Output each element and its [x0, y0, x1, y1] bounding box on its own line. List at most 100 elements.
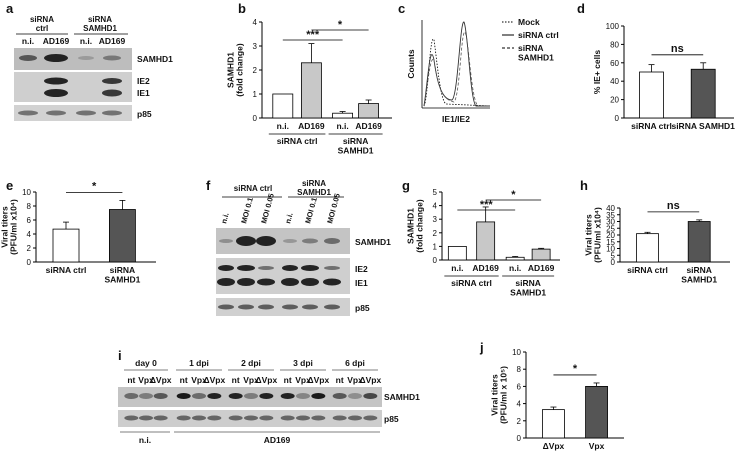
- y-tick-label: 6: [27, 216, 32, 225]
- panel-label-h: h: [580, 178, 588, 193]
- bar-0: [447, 245, 467, 261]
- timepoint-label: 1 dpi: [189, 358, 209, 368]
- bar-0: [636, 233, 659, 263]
- x-tick-label: n.i.: [451, 263, 463, 273]
- group-label: siRNA SAMHD1: [297, 179, 331, 197]
- significance-label: *: [511, 189, 516, 201]
- blot-ie: [216, 258, 350, 294]
- blot-band: [153, 415, 168, 421]
- blot-band: [280, 393, 295, 399]
- bar-1: [300, 62, 322, 119]
- y-tick-label: 0: [253, 114, 258, 123]
- y-tick-label: 0: [433, 256, 438, 265]
- blot-band: [282, 265, 298, 271]
- group-label: n.i.: [139, 435, 151, 445]
- histogram-mock: [423, 38, 491, 107]
- significance-label: ***: [480, 199, 494, 211]
- blot-band: [176, 415, 191, 421]
- x-tick-label: n.i.: [277, 121, 289, 131]
- y-tick-label: 8: [517, 365, 522, 374]
- panel-label-i: i: [118, 348, 122, 363]
- blot-band: [207, 393, 222, 399]
- bar-1: [476, 221, 496, 261]
- panel-label-j: j: [479, 340, 484, 355]
- blot-band: [102, 110, 122, 116]
- blot-samhd1: [216, 228, 350, 254]
- significance-label: ***: [306, 29, 320, 41]
- blot-samhd1: [14, 48, 132, 70]
- flow-c: Counts IE1/IE2 Mock siRNA ctrl siRNA SAMHD1: [406, 17, 559, 124]
- y-tick-label: 60: [610, 59, 619, 68]
- blot-band: [258, 304, 274, 310]
- blot-band: [363, 415, 378, 421]
- y-tick-label: 2: [517, 417, 522, 426]
- group-label: siRNA SAMHD1: [510, 278, 546, 297]
- group-label: siRNA ctrl: [234, 184, 272, 193]
- lane-label: MOI 0.1: [239, 196, 255, 224]
- blot-band: [301, 278, 319, 286]
- x-tick-label: Vpx: [589, 441, 605, 451]
- blot-band: [44, 77, 68, 85]
- significance-label: *: [338, 19, 343, 31]
- panel-label-e: e: [6, 178, 13, 193]
- y-tick-label: 4: [517, 400, 522, 409]
- blot-band: [324, 238, 340, 244]
- y-tick-label: 2: [253, 66, 258, 75]
- blot-band: [281, 278, 299, 286]
- y-tick-label: 40: [610, 77, 619, 86]
- legend-label: siRNA ctrl: [518, 30, 559, 40]
- panel-label-b: b: [238, 1, 246, 16]
- blot-band: [283, 239, 297, 243]
- y-axis-label: Viral titers(PFU/ml x10⁴): [584, 207, 603, 263]
- x-tick-label: siRNA SAMHD1: [104, 265, 140, 284]
- blot-band: [311, 393, 326, 399]
- y-axis-label: Viral titers(PFU/ml x10⁴): [0, 199, 19, 255]
- bar-3: [358, 103, 380, 119]
- band-label: p85: [137, 109, 152, 119]
- bar-1: [687, 221, 711, 263]
- lane-label: ΔVpx: [150, 375, 172, 385]
- y-axis-label: Counts: [406, 49, 416, 79]
- blot-strip: [14, 72, 132, 102]
- lane-label: Vpx: [295, 375, 311, 385]
- y-tick-label: 3: [433, 215, 438, 224]
- y-tick-label: 8: [27, 202, 32, 211]
- x-tick-label: siRNA ctrl: [46, 265, 87, 275]
- blot-ie: [14, 72, 132, 102]
- blot-band: [259, 393, 274, 399]
- blot-band: [363, 393, 378, 399]
- x-tick-label: siRNA ctrl: [631, 121, 672, 131]
- panel-label-a: a: [6, 1, 14, 16]
- blot-band: [256, 236, 276, 246]
- blot-band: [324, 304, 340, 310]
- significance-label: ns: [671, 43, 684, 55]
- blot-band: [228, 415, 243, 421]
- band-label: SAMHD1: [137, 54, 173, 64]
- histogram-siRNA-samhd1: [423, 31, 479, 107]
- lane-label: nt: [336, 375, 344, 385]
- x-tick-label: AD169: [528, 263, 555, 273]
- blot-band: [46, 110, 66, 116]
- legend-label: siRNA SAMHD1: [518, 43, 554, 62]
- blot-band: [323, 278, 341, 286]
- bar-2: [505, 256, 525, 261]
- chart-d: 0 20 40 60 80 100 % IE+ cells siRNA ctrl siRNA S…: [592, 22, 735, 131]
- blot-band: [311, 415, 326, 421]
- blot-band: [219, 239, 233, 243]
- y-tick-label: 35: [606, 211, 615, 220]
- lane-label: Vpx: [138, 375, 154, 385]
- x-axis-label: IE1/IE2: [442, 114, 470, 124]
- blot-p85: [14, 105, 132, 121]
- band-label: IE2: [137, 76, 150, 86]
- panel-label-f: f: [206, 178, 211, 193]
- lane-label: AD169: [43, 36, 70, 46]
- y-tick-label: 4: [253, 18, 258, 27]
- significance-label: *: [573, 363, 578, 375]
- blot-band: [237, 278, 255, 286]
- blot-band: [44, 54, 68, 62]
- blot-band: [296, 393, 310, 399]
- blot-band: [348, 393, 362, 399]
- blot-band: [259, 415, 274, 421]
